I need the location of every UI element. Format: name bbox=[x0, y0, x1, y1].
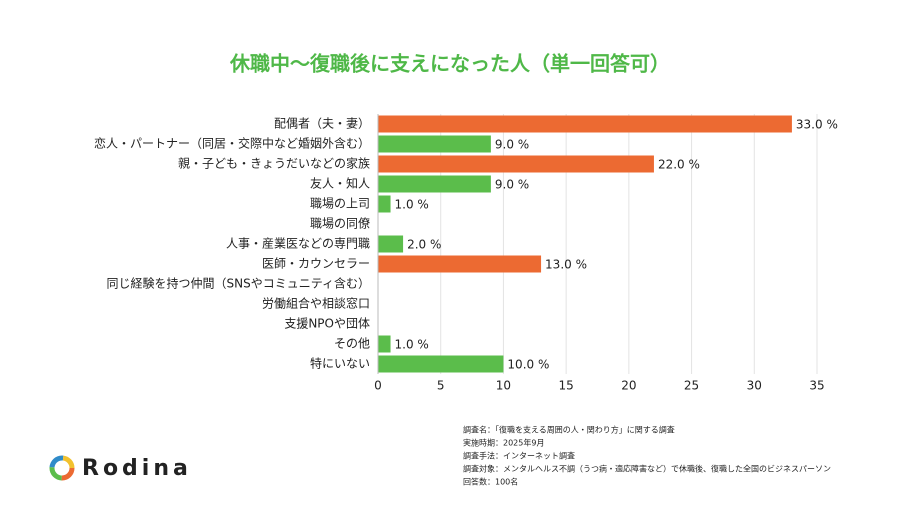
value-label: 13.0 % bbox=[545, 258, 587, 272]
x-tick-label: 0 bbox=[374, 379, 382, 393]
y-tick-label: 職場の同僚 bbox=[310, 216, 370, 231]
y-tick-label: 配偶者（夫・妻） bbox=[274, 117, 370, 131]
bar bbox=[378, 255, 542, 273]
x-tick-label: 15 bbox=[559, 379, 574, 393]
value-label: 2.0 % bbox=[407, 238, 441, 252]
x-tick-label: 25 bbox=[684, 379, 699, 393]
bar bbox=[378, 335, 391, 353]
value-label: 33.0 % bbox=[796, 118, 838, 132]
value-label: 9.0 % bbox=[495, 178, 529, 192]
y-tick-label: 恋人・パートナー（同居・交際中など婚姻外含む） bbox=[94, 136, 370, 151]
value-label: 1.0 % bbox=[395, 338, 429, 352]
y-tick-label: 支援NPOや団体 bbox=[284, 317, 370, 331]
bar bbox=[378, 235, 404, 253]
bar bbox=[378, 175, 491, 193]
bar bbox=[378, 155, 654, 173]
x-tick-label: 30 bbox=[747, 379, 762, 393]
y-tick-label: 同じ経験を持つ仲間（SNSやコミュニティ含む） bbox=[107, 276, 371, 291]
y-tick-label: 友人・知人 bbox=[310, 177, 370, 191]
y-tick-label: 特にいない bbox=[310, 356, 370, 371]
y-tick-label: その他 bbox=[334, 337, 370, 351]
note: 調査名：「復職を支える周囲の人・関わり方」に関する調査 bbox=[463, 425, 675, 435]
logo-icon bbox=[49, 455, 75, 481]
chart-title: 休職中〜復職後に支えになった人（単一回答可） bbox=[229, 52, 670, 76]
value-label: 10.0 % bbox=[507, 358, 549, 372]
logo-text: Rodina bbox=[82, 456, 192, 481]
x-tick-label: 35 bbox=[809, 379, 824, 393]
bar bbox=[378, 195, 391, 213]
bar bbox=[378, 135, 491, 153]
x-tick-label: 10 bbox=[496, 379, 511, 393]
note: 調査手法：インターネット調査 bbox=[463, 451, 575, 461]
y-tick-label: 医師・カウンセラー bbox=[262, 257, 370, 271]
y-tick-label: 人事・産業医などの専門職 bbox=[226, 236, 370, 251]
y-tick-label: 職場の上司 bbox=[310, 197, 370, 211]
y-tick-label: 親・子ども・きょうだいなどの家族 bbox=[178, 156, 370, 171]
x-tick-label: 20 bbox=[621, 379, 636, 393]
value-label: 22.0 % bbox=[658, 158, 700, 172]
note: 実施時期：2025年9月 bbox=[463, 438, 544, 448]
bar bbox=[378, 115, 792, 133]
value-label: 9.0 % bbox=[495, 138, 529, 152]
note: 調査対象：メンタルヘルス不調（うつ病・適応障害など）で休職後、復職した全国のビジ… bbox=[463, 464, 831, 474]
y-tick-label: 労働組合や相談窓口 bbox=[262, 296, 370, 311]
value-label: 1.0 % bbox=[395, 198, 429, 212]
bar bbox=[378, 355, 504, 373]
x-tick-label: 5 bbox=[437, 379, 445, 393]
note: 回答数：100名 bbox=[463, 477, 518, 487]
